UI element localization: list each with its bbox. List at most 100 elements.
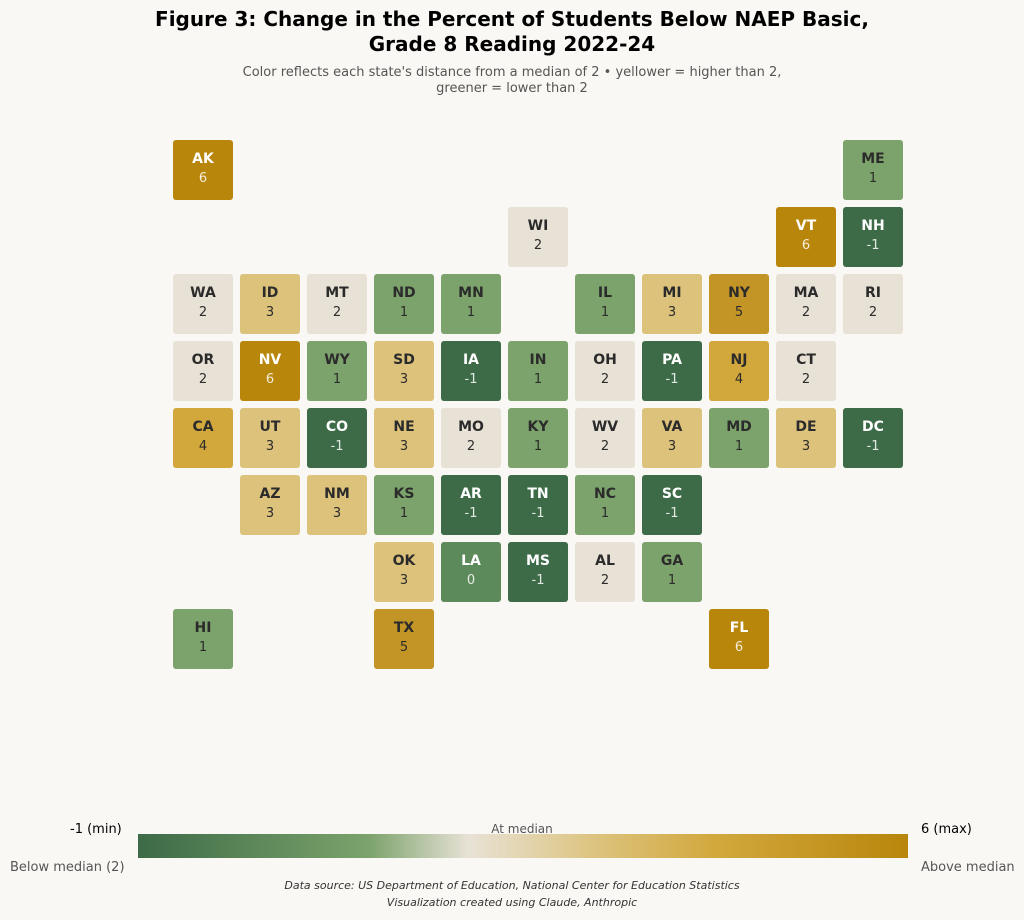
state-value-label: 3	[399, 372, 409, 387]
state-abbr-label: NY	[728, 285, 750, 301]
colorbar	[138, 834, 908, 858]
state-tile-az: AZ 3	[240, 475, 300, 535]
state-value-label: 2	[600, 372, 610, 387]
colorbar-above-label: Above median	[921, 860, 1015, 875]
state-tile-de: DE 3	[776, 408, 836, 468]
state-value-label: 3	[801, 439, 811, 454]
state-abbr-label: WI	[527, 218, 549, 234]
state-value-label: 5	[734, 305, 744, 320]
state-value-label: 1	[399, 305, 409, 320]
state-value-label: 4	[198, 439, 208, 454]
colorbar-min-label: -1 (min)	[70, 822, 122, 837]
state-abbr-label: OK	[392, 553, 416, 569]
state-tile-va: VA 3	[642, 408, 702, 468]
state-abbr-label: CO	[325, 419, 349, 435]
chart-subtitle-line-2: greener = lower than 2	[436, 81, 588, 96]
state-tile-pa: PA -1	[642, 341, 702, 401]
state-abbr-label: AZ	[259, 486, 281, 502]
state-abbr-label: WA	[190, 285, 216, 301]
state-tile-wv: WV 2	[575, 408, 635, 468]
state-value-label: 3	[399, 573, 409, 588]
state-abbr-label: NE	[393, 419, 415, 435]
state-abbr-label: LA	[461, 553, 481, 569]
state-abbr-label: NJ	[730, 352, 748, 368]
state-value-label: -1	[464, 506, 478, 521]
state-tile-ks: KS 1	[374, 475, 434, 535]
state-value-label: 6	[265, 372, 275, 387]
state-value-label: 1	[533, 439, 543, 454]
state-tile-ut: UT 3	[240, 408, 300, 468]
state-abbr-label: KY	[527, 419, 549, 435]
state-tile-id: ID 3	[240, 274, 300, 334]
state-tile-ny: NY 5	[709, 274, 769, 334]
state-value-label: 5	[399, 640, 409, 655]
state-tile-md: MD 1	[709, 408, 769, 468]
state-value-label: 2	[868, 305, 878, 320]
state-abbr-label: VA	[661, 419, 683, 435]
state-abbr-label: TN	[527, 486, 549, 502]
state-value-label: 2	[801, 372, 811, 387]
state-value-label: 2	[533, 238, 543, 253]
state-abbr-label: CA	[192, 419, 214, 435]
state-tile-oh: OH 2	[575, 341, 635, 401]
state-abbr-label: MD	[726, 419, 752, 435]
state-abbr-label: TX	[393, 620, 415, 636]
state-value-label: -1	[531, 506, 545, 521]
state-tile-ky: KY 1	[508, 408, 568, 468]
state-abbr-label: NH	[861, 218, 885, 234]
state-value-label: -1	[665, 372, 679, 387]
state-tile-tx: TX 5	[374, 609, 434, 669]
state-abbr-label: RI	[865, 285, 881, 301]
state-abbr-label: WY	[324, 352, 350, 368]
state-tile-al: AL 2	[575, 542, 635, 602]
state-tile-ca: CA 4	[173, 408, 233, 468]
state-value-label: 2	[600, 573, 610, 588]
state-value-label: 1	[399, 506, 409, 521]
state-abbr-label: UT	[259, 419, 281, 435]
chart-title-line-2: Grade 8 Reading 2022-24	[368, 32, 656, 56]
state-tile-wa: WA 2	[173, 274, 233, 334]
state-tile-nj: NJ 4	[709, 341, 769, 401]
state-tile-ar: AR -1	[441, 475, 501, 535]
state-abbr-label: SD	[393, 352, 415, 368]
colorbar-mid-label: At median	[491, 822, 553, 836]
footer-source: Data source: US Department of Education,…	[284, 879, 740, 892]
state-tile-dc: DC -1	[843, 408, 903, 468]
state-tile-nh: NH -1	[843, 207, 903, 267]
state-abbr-label: CT	[796, 352, 816, 368]
state-abbr-label: MI	[662, 285, 682, 301]
state-tile-ct: CT 2	[776, 341, 836, 401]
state-value-label: 2	[801, 305, 811, 320]
state-abbr-label: NC	[594, 486, 616, 502]
state-abbr-label: ND	[392, 285, 416, 301]
state-tile-il: IL 1	[575, 274, 635, 334]
state-value-label: 3	[265, 439, 275, 454]
state-tile-or: OR 2	[173, 341, 233, 401]
chart-subtitle: Color reflects each state's distance fro…	[0, 65, 1024, 97]
state-tile-tn: TN -1	[508, 475, 568, 535]
state-abbr-label: IL	[597, 285, 613, 301]
state-abbr-label: DE	[795, 419, 817, 435]
state-tile-ga: GA 1	[642, 542, 702, 602]
state-abbr-label: MA	[793, 285, 819, 301]
state-abbr-label: OR	[191, 352, 215, 368]
state-value-label: -1	[866, 238, 880, 253]
state-abbr-label: GA	[660, 553, 684, 569]
state-tile-vt: VT 6	[776, 207, 836, 267]
state-value-label: -1	[665, 506, 679, 521]
state-abbr-label: MS	[525, 553, 550, 569]
state-value-label: -1	[330, 439, 344, 454]
state-abbr-label: ID	[261, 285, 279, 301]
state-abbr-label: HI	[194, 620, 212, 636]
state-tile-wy: WY 1	[307, 341, 367, 401]
state-value-label: 1	[600, 506, 610, 521]
state-abbr-label: OH	[593, 352, 617, 368]
state-tile-ok: OK 3	[374, 542, 434, 602]
state-abbr-label: NV	[258, 352, 282, 368]
state-value-label: 3	[399, 439, 409, 454]
state-value-label: 2	[198, 305, 208, 320]
state-tile-hi: HI 1	[173, 609, 233, 669]
state-tile-fl: FL 6	[709, 609, 769, 669]
colorbar-max-label: 6 (max)	[921, 822, 972, 837]
state-value-label: 3	[667, 439, 677, 454]
